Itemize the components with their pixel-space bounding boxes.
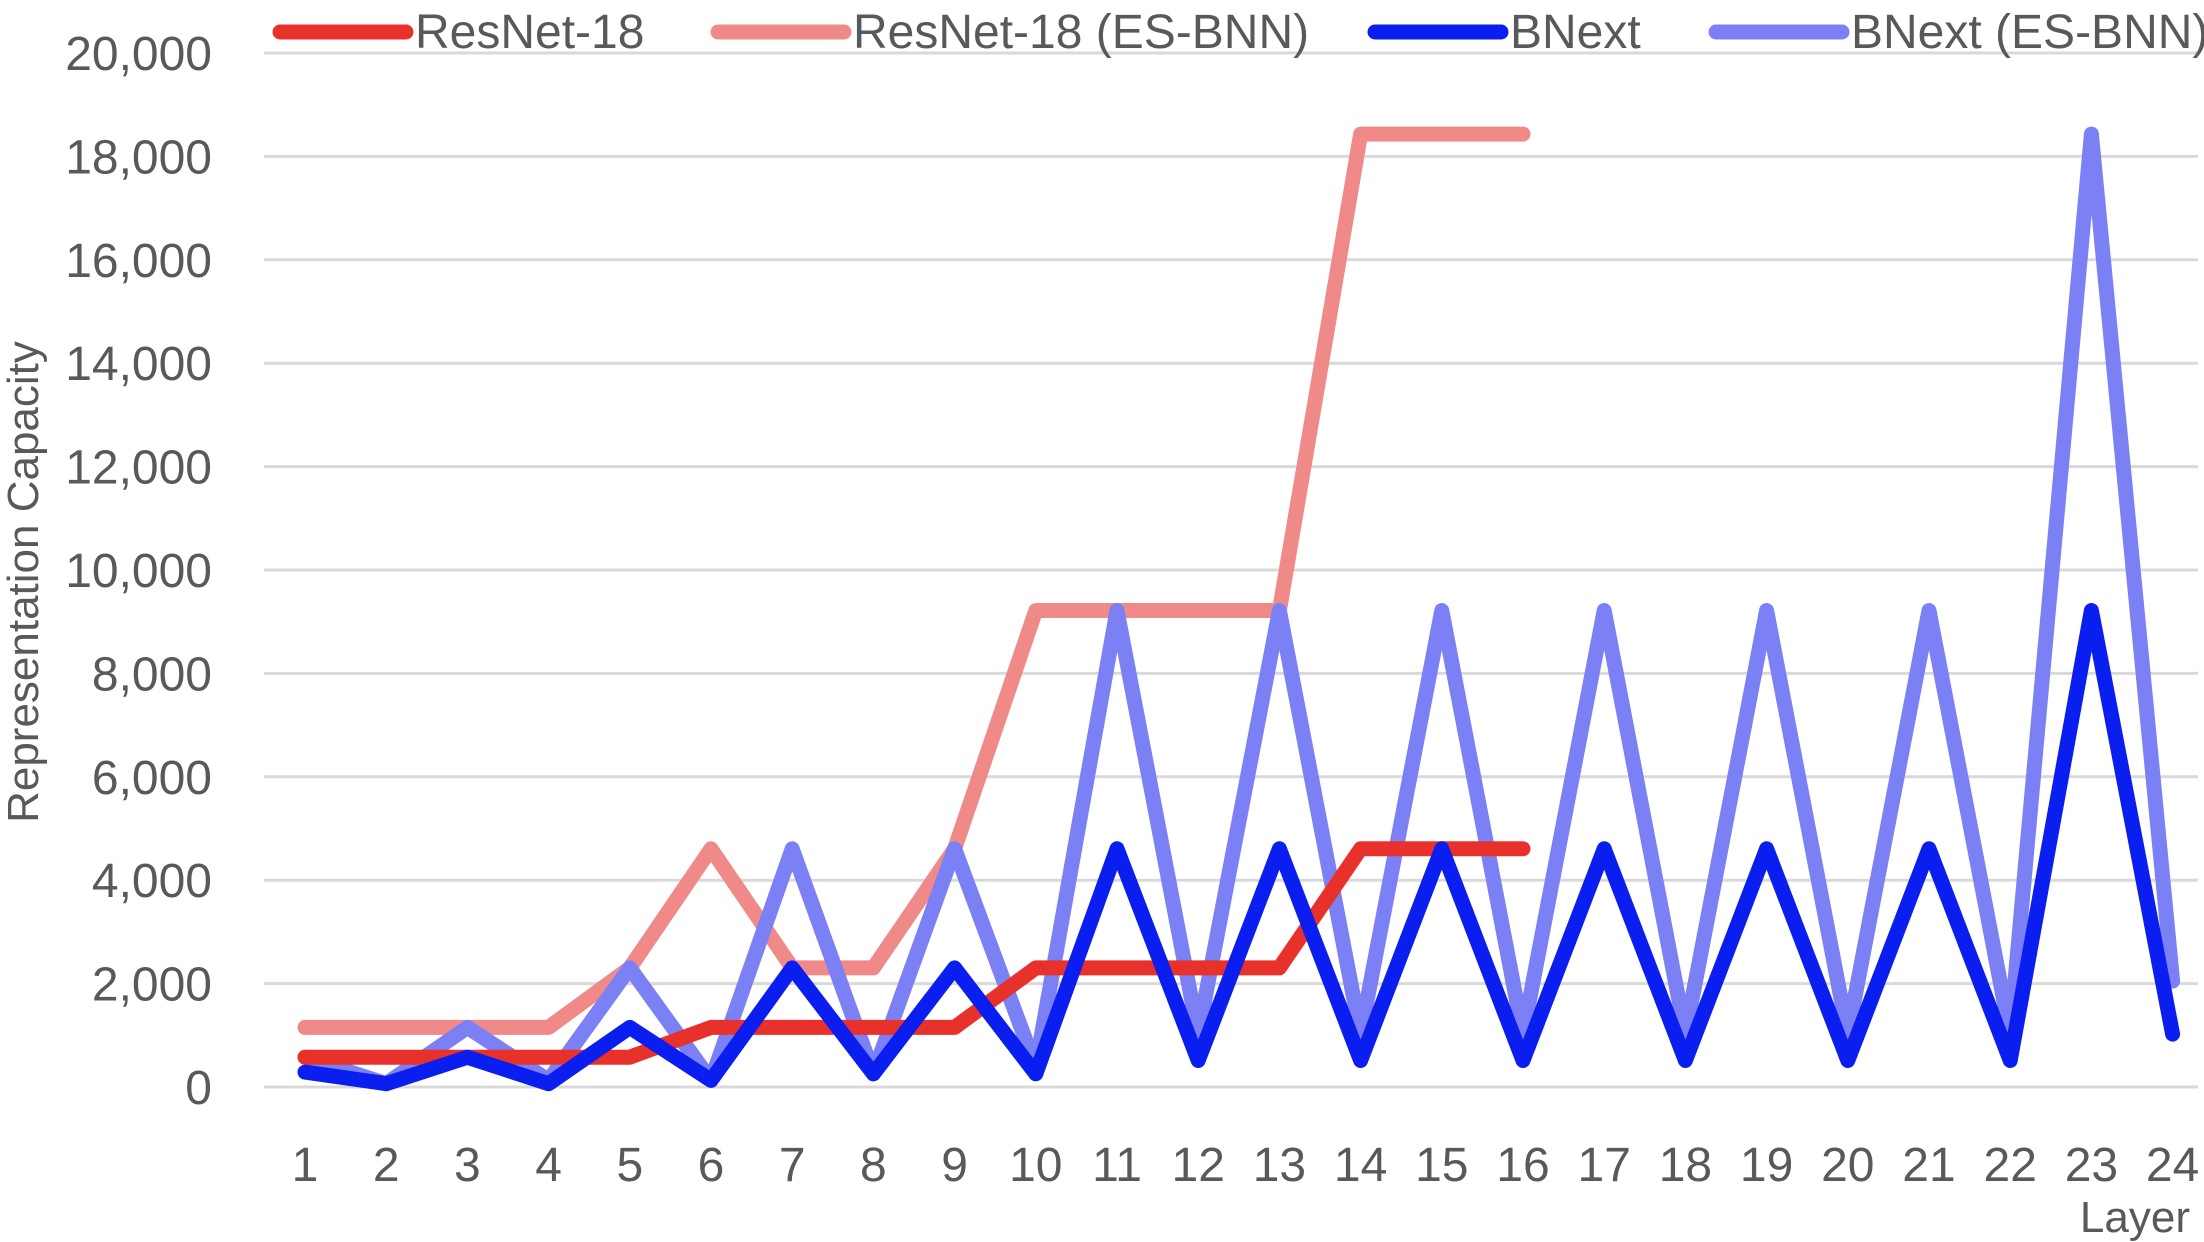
series-line-2 (297, 603, 2181, 1092)
series-lines (297, 126, 2181, 1092)
y-tick-label: 2,000 (92, 959, 212, 1012)
gridlines (264, 51, 2198, 1089)
x-tick-label: 6 (698, 1139, 725, 1192)
y-tick-label: 16,000 (65, 235, 212, 288)
x-tick-label: 21 (1902, 1139, 1955, 1192)
y-tick-label: 4,000 (92, 855, 212, 908)
x-tick-label: 3 (454, 1139, 481, 1192)
x-tick-label: 7 (779, 1139, 806, 1192)
legend-label: ResNet-18 (415, 6, 644, 59)
y-axis-title: Representation Capacity (0, 341, 48, 823)
x-tick-label: 20 (1821, 1139, 1874, 1192)
x-tick-label: 12 (1172, 1139, 1225, 1192)
x-tick-label: 19 (1740, 1139, 1793, 1192)
y-tick-label: 0 (185, 1062, 212, 1115)
x-tick-label: 9 (941, 1139, 968, 1192)
x-tick-label: 11 (1092, 1139, 1142, 1192)
x-tick-label: 13 (1253, 1139, 1306, 1192)
series-line-3 (297, 126, 2181, 1092)
x-tick-label: 14 (1334, 1139, 1387, 1192)
x-tick-label: 17 (1578, 1139, 1631, 1192)
x-tick-label: 2 (373, 1139, 400, 1192)
legend-label: BNext (1510, 6, 1641, 59)
x-tick-label: 1 (292, 1139, 319, 1192)
y-tick-label: 18,000 (65, 131, 212, 184)
y-tick-label: 14,000 (65, 338, 212, 391)
x-tick-label: 5 (616, 1139, 643, 1192)
x-tick-label: 18 (1659, 1139, 1712, 1192)
y-axis-ticks: 0 2,000 4,000 6,000 8,000 10,000 12,000 14,000 1… (65, 28, 212, 1115)
x-tick-label: 15 (1415, 1139, 1468, 1192)
x-tick-label: 10 (1009, 1139, 1062, 1192)
legend-label: BNext (ES-BNN) (1851, 6, 2204, 59)
x-tick-label: 24 (2146, 1139, 2199, 1192)
x-axis-ticks: 1 2 3 4 5 6 7 8 9 10 11 12 13 14 15 16 17 18 19 20 21 22 23 24 (292, 1139, 2200, 1192)
x-axis-title: Layer (2080, 1193, 2190, 1242)
y-tick-label: 10,000 (65, 545, 212, 598)
x-tick-label: 22 (1984, 1139, 2037, 1192)
x-tick-label: 8 (860, 1139, 887, 1192)
y-tick-label: 8,000 (92, 648, 212, 701)
series-line-1 (297, 126, 1531, 1035)
x-tick-label: 16 (1496, 1139, 1549, 1192)
x-tick-label: 23 (2065, 1139, 2118, 1192)
y-tick-label: 20,000 (65, 28, 212, 81)
y-tick-label: 6,000 (92, 752, 212, 805)
x-tick-label: 4 (535, 1139, 562, 1192)
y-tick-label: 12,000 (65, 442, 212, 495)
legend: ResNet-18 ResNet-18 (ES-BNN) BNext BNext (E… (272, 6, 2204, 59)
legend-label: ResNet-18 (ES-BNN) (853, 6, 1309, 59)
